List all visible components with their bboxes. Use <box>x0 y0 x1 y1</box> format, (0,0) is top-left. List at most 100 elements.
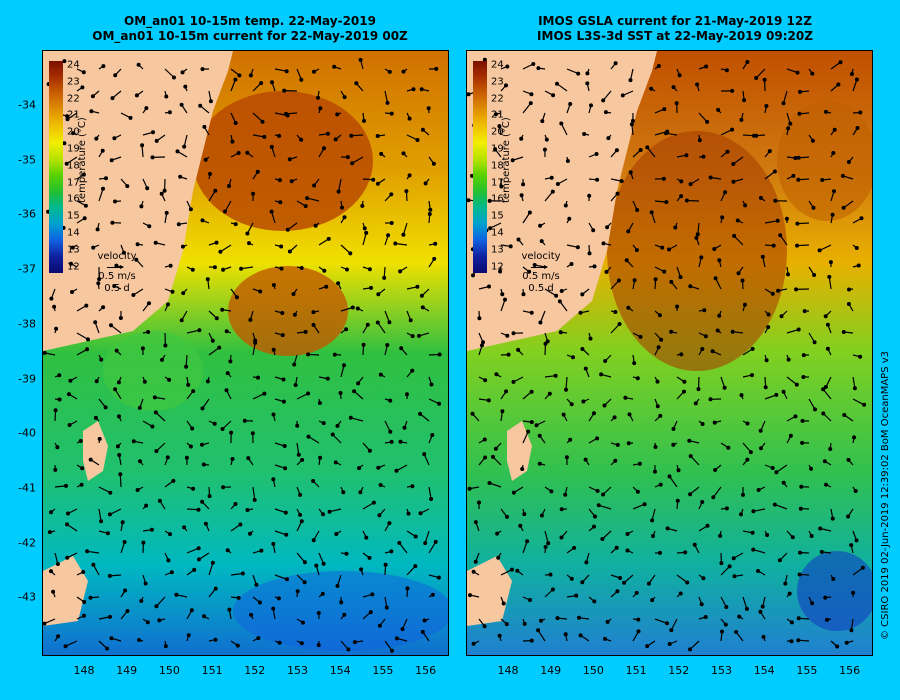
current-arrow-head <box>259 548 264 553</box>
current-arrow-head <box>841 330 846 335</box>
current-arrow-head <box>841 205 846 210</box>
current-arrow-head <box>625 548 630 553</box>
current-arrow-head <box>694 235 699 240</box>
current-arrow-head <box>796 155 801 160</box>
current-arrow-head <box>810 601 815 606</box>
current-arrow-head <box>665 621 670 626</box>
current-arrow-head <box>705 523 710 528</box>
current-arrow-head <box>771 243 776 248</box>
left-map-panel[interactable]: 24 23 22 21 20 19 18 17 16 15 14 13 12 temperature (… <box>42 50 449 656</box>
current-arrow-head <box>658 482 663 487</box>
current-arrow-head <box>823 595 828 600</box>
current-arrow-head <box>420 629 425 634</box>
current-arrow <box>340 365 345 378</box>
current-arrow-head <box>819 549 824 554</box>
current-arrow-head <box>538 223 543 228</box>
current-arrow-head <box>487 481 492 486</box>
current-arrow-head <box>677 73 682 78</box>
current-arrow-head <box>348 251 353 256</box>
current-arrow-head <box>578 310 583 315</box>
current-arrow-head <box>94 379 99 384</box>
current-arrow-head <box>662 107 667 112</box>
current-arrow-head <box>638 147 643 152</box>
current-arrow-head <box>64 161 69 166</box>
latitude-axis: -34 -35 -36 -37 -38 -39 -40 -41 -42 -43 <box>0 50 40 654</box>
current-arrow-head <box>115 444 120 449</box>
current-arrow-head <box>221 267 226 272</box>
current-arrow-head <box>583 366 588 371</box>
current-arrow-head <box>233 77 238 82</box>
current-arrow-head <box>704 64 709 69</box>
current-arrow-head <box>499 184 504 189</box>
current-arrow-head <box>570 355 575 360</box>
current-arrow-head <box>237 73 242 78</box>
current-arrow <box>241 266 254 270</box>
current-arrow-head <box>618 575 623 580</box>
current-arrow <box>406 565 416 576</box>
current-arrow-head <box>175 149 180 154</box>
current-arrow-head <box>213 637 218 642</box>
current-arrow <box>654 618 668 624</box>
current-arrow-head <box>788 433 793 438</box>
current-arrow-head <box>581 399 586 404</box>
current-arrow <box>428 486 432 500</box>
current-arrow-head <box>420 305 425 310</box>
current-arrow-head <box>626 305 631 310</box>
current-arrow-head <box>504 514 509 519</box>
right-map-panel[interactable]: 24 23 22 21 20 19 18 17 16 15 14 13 12 temperature (… <box>466 50 873 656</box>
current-arrow-head <box>284 111 289 116</box>
current-arrow-head <box>551 93 556 98</box>
current-arrow-head <box>66 511 71 516</box>
current-arrow-head <box>770 466 775 471</box>
current-arrow-head <box>146 301 151 306</box>
current-arrow-head <box>493 446 498 451</box>
current-arrow-head <box>375 133 380 138</box>
colorbar-tick-label: 23 <box>491 76 504 88</box>
current-arrow-head <box>344 327 349 332</box>
colorbar-tick-label: 21 <box>491 109 504 121</box>
longitude-axis-left: 148 149 150 151 152 153 154 155 156 <box>42 664 447 680</box>
current-arrow-head <box>601 98 606 103</box>
current-arrow <box>274 574 288 580</box>
current-arrow <box>208 190 216 202</box>
current-arrow-head <box>497 633 502 638</box>
current-arrow-head <box>352 640 357 645</box>
current-arrow-head <box>78 439 83 444</box>
current-arrow <box>155 596 166 607</box>
current-arrow-head <box>287 249 292 254</box>
current-arrow-head <box>818 526 823 531</box>
current-arrow-head <box>486 398 491 403</box>
current-arrow-head <box>170 289 175 294</box>
current-arrow-head <box>271 283 276 288</box>
longitude-tick-label: 150 <box>158 664 180 677</box>
velocity-key-speed-right: 0.5 m/s <box>522 271 560 282</box>
current-arrow-head <box>650 598 655 603</box>
current-arrow-head <box>554 293 559 298</box>
current-arrow-head <box>723 622 728 627</box>
current-arrow-head <box>386 233 391 238</box>
current-arrow <box>786 328 799 334</box>
current-arrow-head <box>558 330 563 335</box>
current-arrow-head <box>210 560 215 565</box>
current-arrow <box>208 562 214 576</box>
current-arrow-head <box>758 195 763 200</box>
current-arrow-head <box>559 121 564 126</box>
current-arrow-head <box>684 198 689 203</box>
current-arrow-head <box>303 329 308 334</box>
colorbar-tick-label: 24 <box>491 59 504 71</box>
current-arrow-head <box>65 117 70 122</box>
current-arrow-head <box>314 563 319 568</box>
current-arrow-head <box>182 525 187 530</box>
current-arrow-head <box>823 314 828 319</box>
current-arrow <box>384 90 389 104</box>
current-arrow-head <box>859 216 864 221</box>
longitude-tick-label: 149 <box>116 664 138 677</box>
current-arrow-head <box>221 485 226 490</box>
current-arrow-head <box>812 273 817 278</box>
current-arrow-head <box>587 193 592 198</box>
colorbar-right <box>473 61 487 273</box>
current-arrow-head <box>625 532 630 537</box>
current-arrow-head <box>825 322 830 327</box>
longitude-tick-label: 153 <box>287 664 308 677</box>
current-arrow-head <box>262 391 267 396</box>
